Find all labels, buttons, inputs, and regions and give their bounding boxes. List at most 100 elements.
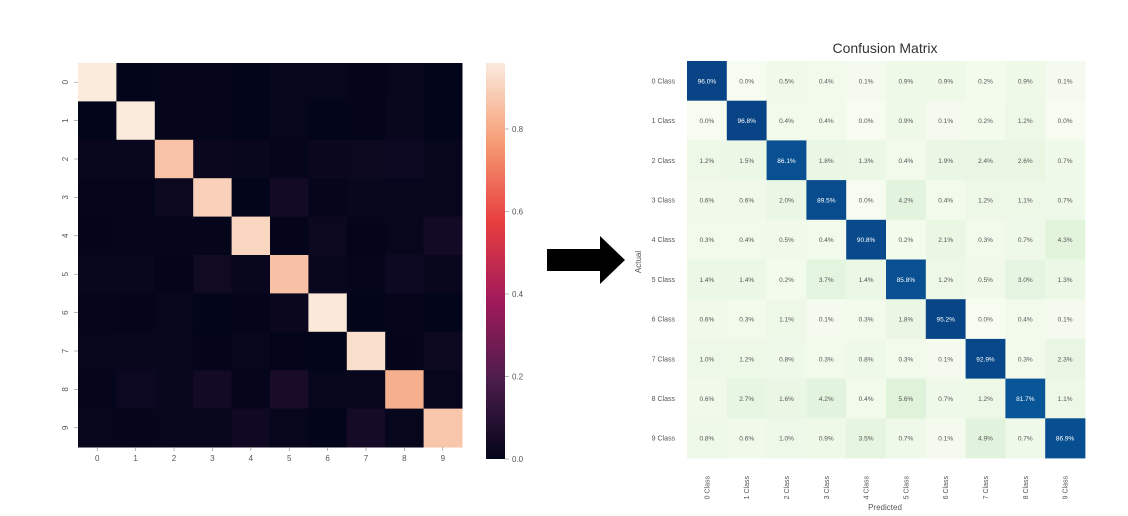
heatmap-cell bbox=[116, 101, 156, 141]
cell-value-label: 0.3% bbox=[859, 317, 874, 324]
heatmap-cell bbox=[116, 139, 156, 179]
y-tick-label: 2 Class bbox=[652, 158, 676, 165]
matrix-cell bbox=[1045, 378, 1086, 419]
heatmap-cell bbox=[154, 101, 194, 141]
x-tick-label: 8 bbox=[402, 454, 407, 463]
matrix-cell bbox=[687, 378, 728, 419]
matrix-cell bbox=[965, 378, 1006, 419]
cell-value-label: 1.8% bbox=[898, 317, 913, 324]
cell-value-label: 95.2% bbox=[936, 317, 955, 324]
heatmap-cell bbox=[308, 216, 348, 256]
cell-value-label: 1.9% bbox=[938, 158, 953, 165]
cell-value-label: 3.0% bbox=[1018, 277, 1033, 284]
cell-value-label: 89.5% bbox=[817, 197, 836, 204]
matrix-cell bbox=[726, 219, 767, 260]
heatmap-cell bbox=[346, 293, 386, 333]
heatmap-cell bbox=[423, 101, 463, 141]
y-tick-label: 1 Class bbox=[652, 118, 676, 125]
cell-value-label: 2.1% bbox=[938, 237, 953, 244]
matrix-cell bbox=[766, 219, 807, 260]
y-tick-label: 6 Class bbox=[652, 317, 676, 324]
matrix-cell bbox=[726, 100, 767, 141]
heatmap-cell bbox=[231, 408, 271, 448]
cell-value-label: 3.7% bbox=[819, 277, 834, 284]
matrix-cell bbox=[766, 378, 807, 419]
matrix-cell bbox=[1005, 140, 1046, 181]
cell-value-label: 0.9% bbox=[819, 436, 834, 443]
cell-value-label: 0.1% bbox=[938, 436, 953, 443]
cell-value-label: 4.3% bbox=[1058, 237, 1073, 244]
matrix-cell bbox=[726, 418, 767, 459]
cell-value-label: 0.3% bbox=[739, 317, 754, 324]
heatmap-cell bbox=[346, 139, 386, 179]
heatmap-cell bbox=[308, 255, 348, 294]
matrix-cell bbox=[886, 180, 927, 221]
y-tick-label: 8 bbox=[61, 387, 70, 392]
matrix-cell bbox=[1005, 299, 1046, 340]
cell-value-label: 1.2% bbox=[978, 197, 993, 204]
y-tick-label: 7 bbox=[61, 348, 70, 353]
x-tick-label: 5 bbox=[287, 454, 292, 463]
x-tick-label: 7 bbox=[364, 454, 369, 463]
matrix-cell bbox=[965, 418, 1006, 459]
heatmap-cell bbox=[193, 408, 233, 448]
cell-value-label: 0.9% bbox=[1018, 78, 1033, 85]
matrix-cell bbox=[806, 100, 847, 141]
heatmap-cell bbox=[231, 216, 271, 256]
heatmap-cell bbox=[270, 255, 309, 294]
y-tick-label: 0 bbox=[61, 79, 70, 84]
heatmap-cell bbox=[231, 255, 271, 294]
heatmap-cell bbox=[385, 255, 425, 294]
matrix-cell bbox=[846, 338, 887, 379]
matrix-cell bbox=[925, 338, 966, 379]
heatmap-cell bbox=[385, 216, 425, 256]
cell-value-label: 0.4% bbox=[859, 396, 874, 403]
cell-value-label: 0.2% bbox=[978, 118, 993, 125]
matrix-cell bbox=[846, 259, 887, 300]
heatmap-cell bbox=[78, 331, 117, 371]
cell-value-label: 1.8% bbox=[819, 158, 834, 165]
cell-value-label: 1.3% bbox=[859, 158, 874, 165]
heatmap-cell bbox=[231, 370, 271, 410]
heatmap-cell bbox=[78, 408, 117, 448]
matrix-cell bbox=[846, 140, 887, 181]
cell-value-label: 0.7% bbox=[1018, 436, 1033, 443]
heatmap-cell bbox=[308, 293, 348, 333]
matrix-cell bbox=[806, 180, 847, 221]
cell-value-label: 0.2% bbox=[978, 78, 993, 85]
heatmap-cell bbox=[346, 101, 386, 141]
matrix-cell bbox=[1045, 259, 1086, 300]
cell-value-label: 5.6% bbox=[898, 396, 913, 403]
cell-value-label: 0.5% bbox=[779, 78, 794, 85]
cell-value-label: 0.7% bbox=[1058, 158, 1073, 165]
matrix-cell bbox=[806, 418, 847, 459]
matrix-cell bbox=[846, 418, 887, 459]
matrix-cell bbox=[925, 378, 966, 419]
matrix-cell bbox=[925, 299, 966, 340]
cell-value-label: 3.5% bbox=[859, 436, 874, 443]
heatmap-cell bbox=[193, 255, 233, 294]
heatmap-cell bbox=[193, 370, 233, 410]
heatmap-cell bbox=[78, 370, 117, 410]
matrix-cell bbox=[1005, 100, 1046, 141]
cell-value-label: 1.0% bbox=[699, 356, 714, 363]
heatmap-cell bbox=[346, 178, 386, 218]
heatmap-cell bbox=[193, 63, 233, 102]
x-tick-label: 6 Class bbox=[943, 476, 950, 500]
heatmap-cell bbox=[116, 216, 156, 256]
matrix-cell bbox=[687, 100, 728, 141]
cell-value-label: 0.6% bbox=[699, 317, 714, 324]
heatmap-cell bbox=[423, 255, 463, 294]
matrix-cell bbox=[806, 140, 847, 181]
cell-value-label: 2.6% bbox=[1018, 158, 1033, 165]
matrix-cell bbox=[806, 299, 847, 340]
heatmap-cell bbox=[346, 255, 386, 294]
x-tick-label: 2 bbox=[172, 454, 177, 463]
heatmap-cell bbox=[423, 216, 463, 256]
cell-value-label: 1.2% bbox=[699, 158, 714, 165]
cell-value-label: 0.0% bbox=[978, 317, 993, 324]
matrix-cell bbox=[886, 140, 927, 181]
colorbar-tick-label: 0.4 bbox=[512, 290, 524, 299]
y-tick-label: 9 bbox=[61, 425, 70, 430]
matrix-cell bbox=[766, 338, 807, 379]
